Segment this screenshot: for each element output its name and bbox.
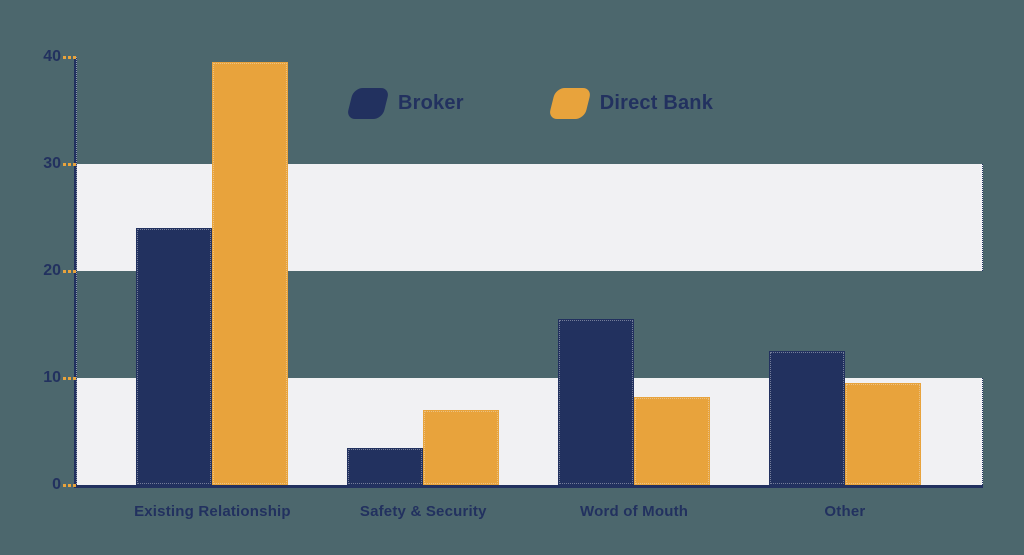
y-tick-label-20: 20 (43, 262, 61, 279)
bar-broker-safety-security (347, 447, 424, 485)
y-tick-label-30: 30 (43, 155, 61, 172)
direct-bank-legend-swatch (547, 88, 592, 119)
bar-direct-bank-word-of-mouth (634, 397, 711, 485)
plot-area (77, 57, 983, 485)
bar-direct-bank-other (844, 383, 921, 485)
legend-item-direct-bank: Direct Bank (547, 88, 714, 119)
y-tick-dash-30 (63, 163, 76, 166)
y-tick-dash-10 (63, 377, 76, 380)
y-tick-label-40: 40 (43, 48, 61, 65)
x-axis-label-word-of-mouth: Word of Mouth (580, 503, 689, 520)
x-axis-label-existing-relationship: Existing Relationship (134, 503, 291, 520)
broker-legend-label: Broker (398, 92, 464, 114)
y-tick-dash-20 (63, 270, 76, 273)
x-axis-label-safety-security: Safety & Security (359, 503, 487, 520)
broker-legend-swatch (346, 88, 390, 119)
bar-broker-existing-relationship (136, 228, 213, 485)
x-axis-label-other: Other (824, 503, 866, 520)
legend: Broker Direct Bank (346, 88, 714, 119)
bar-broker-word-of-mouth (558, 319, 635, 485)
legend-item-broker: Broker (346, 88, 464, 119)
bar-direct-bank-existing-relationship (212, 62, 289, 485)
y-tick-dash-0 (63, 484, 76, 487)
x-axis-line (74, 485, 983, 488)
direct-bank-legend-label: Direct Bank (599, 92, 714, 114)
bar-broker-other (768, 351, 845, 485)
y-tick-label-10: 10 (43, 369, 61, 386)
y-tick-label-0: 0 (52, 476, 61, 493)
y-tick-dash-40 (63, 56, 76, 59)
bar-direct-bank-safety-security (423, 410, 500, 485)
